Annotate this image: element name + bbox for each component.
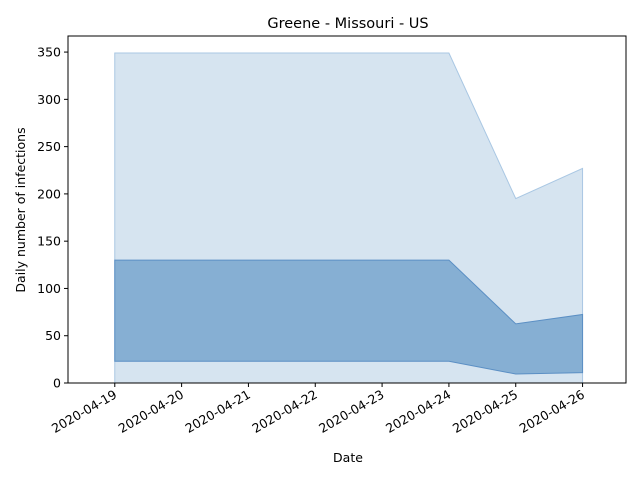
- chart-title: Greene - Missouri - US: [267, 16, 428, 32]
- x-tick-label: 2020-04-24: [383, 387, 453, 436]
- y-tick-label: 350: [37, 45, 61, 60]
- y-tick-label: 150: [37, 234, 61, 249]
- x-tick-label: 2020-04-23: [316, 387, 386, 436]
- plot-area: [114, 52, 584, 384]
- y-tick-label: 300: [37, 92, 61, 107]
- x-axis: 2020-04-192020-04-202020-04-212020-04-22…: [49, 383, 587, 436]
- band-inner-band: [114, 259, 584, 375]
- x-axis-label: Date: [333, 450, 363, 465]
- x-tick-label: 2020-04-20: [116, 387, 186, 436]
- x-tick-label: 2020-04-19: [49, 387, 119, 436]
- y-axis: 0 50 100 150 200 250 300 350: [37, 45, 68, 391]
- x-tick-label: 2020-04-26: [517, 387, 587, 436]
- y-tick-label: 250: [37, 139, 61, 154]
- y-tick-label: 50: [45, 328, 61, 343]
- x-tick-label: 2020-04-22: [249, 387, 319, 436]
- x-tick-label: 2020-04-25: [450, 387, 520, 436]
- axes-frame: [67, 35, 627, 384]
- y-tick-label: 0: [53, 376, 61, 391]
- y-axis-label: Daily number of infections: [13, 127, 28, 292]
- y-tick-label: 100: [37, 281, 61, 296]
- x-tick-label: 2020-04-21: [183, 387, 253, 436]
- y-tick-label: 200: [37, 186, 61, 201]
